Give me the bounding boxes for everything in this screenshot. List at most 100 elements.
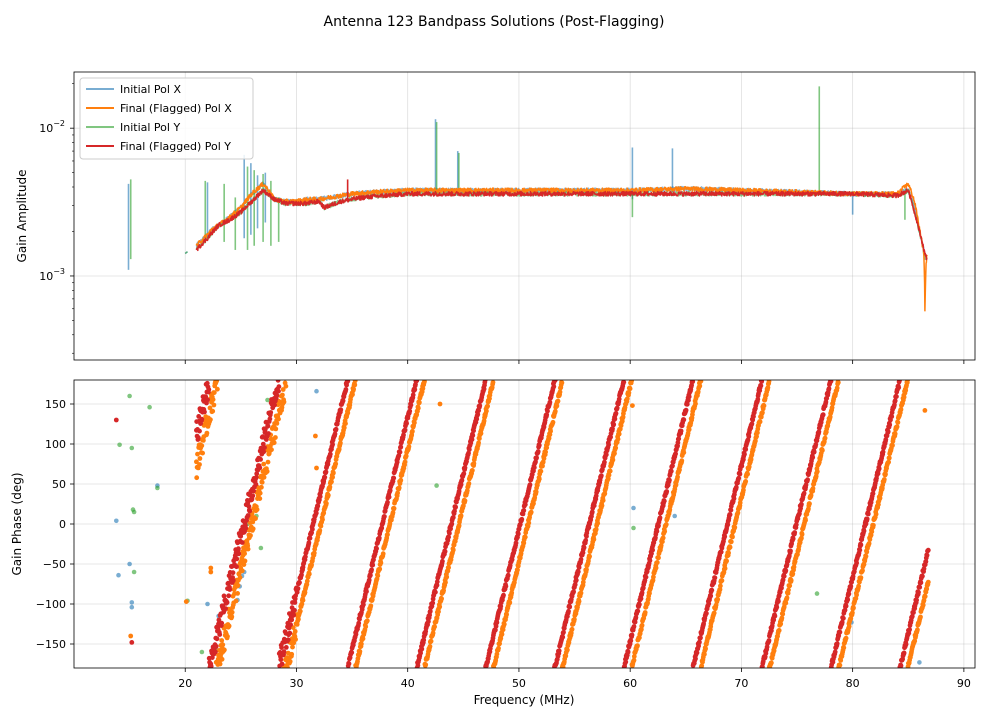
phase-point <box>214 380 219 384</box>
phase-point <box>303 554 308 560</box>
phase-point <box>428 638 434 644</box>
phase-point <box>534 455 539 461</box>
phase-point <box>439 596 444 602</box>
phase-point <box>264 469 270 474</box>
phase-point <box>213 649 218 655</box>
legend-box <box>79 77 254 160</box>
phase-point <box>550 419 556 425</box>
phase-point <box>661 498 667 504</box>
phase-point <box>226 593 232 599</box>
phase-point <box>704 611 709 616</box>
phase-point <box>755 430 760 436</box>
phase-point <box>880 449 886 455</box>
legend: Initial Pol X Final (Flagged) Pol X Init… <box>79 77 254 160</box>
phase-point <box>681 450 687 455</box>
phase-point <box>292 629 298 634</box>
phase-point <box>235 583 241 588</box>
phase-point <box>415 405 421 411</box>
phase-point <box>651 574 656 580</box>
phase-point <box>813 442 819 447</box>
phase-point <box>820 412 826 418</box>
phase-point <box>306 571 312 577</box>
phase-point <box>883 437 889 442</box>
phase-point <box>885 429 891 434</box>
phase-point <box>433 589 438 595</box>
phase-point <box>501 621 507 627</box>
phase-point <box>735 510 741 516</box>
phase-point <box>453 504 458 510</box>
phase-point <box>227 587 233 592</box>
phase-point <box>257 490 263 496</box>
phase-point <box>239 540 245 545</box>
phase-point <box>843 635 849 641</box>
phase-point <box>920 573 925 579</box>
phase-point <box>490 380 496 385</box>
phase-outlier-point <box>313 433 318 439</box>
phase-point <box>287 630 293 636</box>
phase-point <box>708 593 714 599</box>
phase-point <box>475 412 481 417</box>
phase-point <box>711 610 717 616</box>
phase-point <box>370 562 376 568</box>
phase-point <box>918 580 924 586</box>
phase-point <box>663 522 669 527</box>
phase-point <box>505 572 511 578</box>
phase-point <box>239 568 245 574</box>
phase-point <box>204 430 210 436</box>
phase-point <box>892 431 898 437</box>
phase-point <box>466 481 472 486</box>
phase-point <box>786 587 791 593</box>
phase-outlier-point <box>672 513 677 519</box>
phase-point <box>364 618 370 624</box>
phase-point <box>283 645 289 650</box>
phase-point <box>901 650 907 656</box>
phase-point <box>285 665 290 668</box>
phase-point <box>560 634 566 640</box>
phase-point <box>200 450 206 456</box>
phase-point <box>317 528 323 533</box>
phase-point <box>442 549 448 554</box>
phase-point <box>921 566 927 572</box>
phase-point <box>234 564 239 570</box>
phase-point <box>245 513 251 518</box>
phase-point <box>647 558 653 563</box>
phase-point <box>208 663 214 668</box>
phase-point <box>745 471 750 477</box>
phase-point <box>329 479 334 485</box>
phase-point <box>477 436 482 441</box>
phase-point <box>219 656 225 662</box>
phase-point <box>470 468 475 473</box>
phase-point <box>197 428 202 434</box>
phase-point <box>635 608 641 614</box>
phase-outlier-point <box>314 388 319 394</box>
phase-point <box>580 579 586 585</box>
phase-point <box>727 544 733 550</box>
phase-point <box>276 416 281 422</box>
phase-point <box>222 647 227 653</box>
phase-point <box>251 488 256 494</box>
phase-point <box>788 577 794 583</box>
phase-point <box>614 405 620 411</box>
phase-point <box>843 603 849 609</box>
phase-point <box>404 421 409 426</box>
phase-point <box>857 547 863 553</box>
phase-point <box>698 635 703 641</box>
phase-point <box>478 431 484 436</box>
phase-point <box>576 599 582 604</box>
phase-point <box>757 419 763 425</box>
phase-point <box>603 452 609 458</box>
phase-point <box>654 528 660 534</box>
phase-point <box>422 380 427 384</box>
phase-point <box>676 436 682 442</box>
phase-point <box>440 558 445 564</box>
phase-point <box>656 523 661 529</box>
phase-point <box>221 593 227 599</box>
phase-point <box>289 617 295 623</box>
phase-point <box>320 517 325 522</box>
phase-outlier-point <box>116 572 121 578</box>
phase-point <box>204 380 210 386</box>
phase-point <box>892 398 898 404</box>
phase-point <box>820 448 825 453</box>
phase-series-final-flagged-pol-y <box>113 380 931 668</box>
